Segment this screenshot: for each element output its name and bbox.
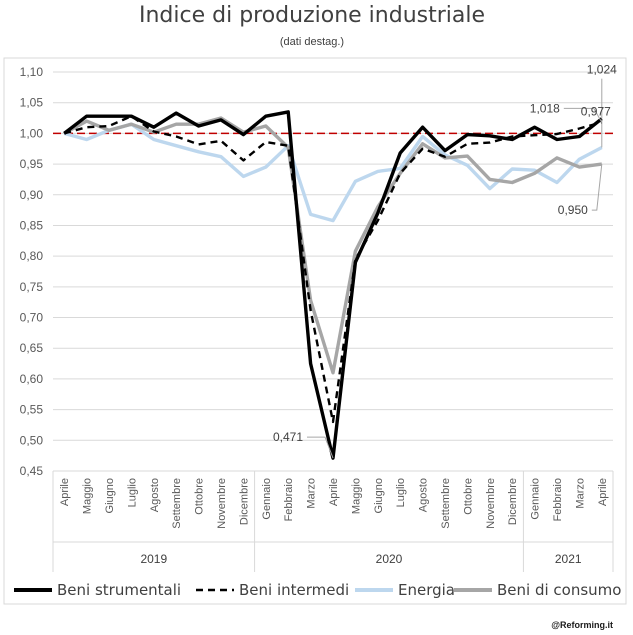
- x-tick-label: Febbraio: [552, 478, 564, 521]
- x-tick-label: Agosto: [418, 478, 430, 512]
- x-tick-label: Aprile: [328, 478, 340, 506]
- annotation-leader: [591, 164, 603, 211]
- data-label: 0,471: [273, 430, 303, 444]
- y-tick-label: 0,95: [20, 157, 44, 171]
- x-tick-label: Novembre: [485, 478, 497, 529]
- y-tick-label: 0,75: [20, 280, 44, 294]
- x-tick-label: Novembre: [216, 478, 228, 529]
- chart-border: [3, 57, 627, 605]
- y-tick-label: 0,70: [20, 311, 44, 325]
- data-label: 1,018: [530, 101, 560, 115]
- y-tick-label: 0,50: [20, 433, 44, 447]
- credit-label: @Reforming.it: [551, 620, 613, 630]
- y-axis: 0,45 0,50 0,55 0,60 0,65 0,70 0,75 0,80 0,85 0,90…: [20, 65, 44, 478]
- x-tick-label: Aprile: [59, 478, 71, 506]
- x-tick-label: Luglio: [126, 478, 138, 507]
- data-label: 0,950: [558, 203, 588, 217]
- y-tick-label: 0,80: [20, 249, 44, 263]
- x-tick-label: Luglio: [395, 478, 407, 507]
- x-tick-label: Dicembre: [507, 478, 519, 525]
- data-label: 1,024: [587, 63, 617, 77]
- legend-label: Energia: [398, 581, 455, 599]
- x-tick-label: Agosto: [149, 478, 161, 512]
- x-axis: Aprile Maggio Giugno Luglio Agosto Settembre O…: [52, 470, 614, 572]
- legend-label: Beni intermedi: [239, 581, 349, 599]
- x-tick-label: Settembre: [171, 478, 183, 529]
- y-tick-label: 0,85: [20, 218, 44, 232]
- chart-subtitle: (dati destag.): [280, 36, 344, 48]
- year-label: 2019: [140, 552, 167, 566]
- y-tick-label: 0,45: [20, 464, 44, 478]
- x-tick-label: Giugno: [373, 478, 385, 513]
- y-tick-label: 0,55: [20, 403, 44, 417]
- legend-label: Beni strumentali: [57, 581, 181, 599]
- x-tick-label: Febbraio: [283, 478, 295, 521]
- year-label: 2021: [555, 552, 582, 566]
- y-tick-label: 1,00: [20, 126, 44, 140]
- y-tick-label: 1,05: [20, 96, 44, 110]
- x-tick-label: Gennaio: [530, 478, 542, 520]
- annotation-leader: [307, 436, 334, 459]
- year-label: 2020: [376, 552, 403, 566]
- x-tick-label: Maggio: [82, 478, 94, 514]
- data-label: 0,977: [581, 105, 611, 119]
- x-tick-label: Ottobre: [462, 478, 474, 515]
- annotation-leader: [563, 107, 603, 123]
- y-tick-label: 0,60: [20, 372, 44, 386]
- chart-title: Indice di produzione industriale: [139, 3, 485, 28]
- x-tick-label: Aprile: [597, 478, 609, 506]
- x-tick-label: Giugno: [104, 478, 116, 513]
- x-tick-label: Settembre: [440, 478, 452, 529]
- legend: Beni strumentali Beni intermedi Energia Ben…: [14, 581, 621, 599]
- y-tick-label: 1,10: [20, 65, 44, 79]
- y-tick-label: 0,65: [20, 341, 44, 355]
- annotations: 1,024 1,018 0,977 0,950 0,471: [273, 63, 617, 459]
- x-tick-label: Gennaio: [261, 478, 273, 520]
- x-tick-label: Maggio: [350, 478, 362, 514]
- x-tick-label: Dicembre: [238, 478, 250, 525]
- y-tick-label: 0,90: [20, 188, 44, 202]
- x-tick-label: Marzo: [306, 478, 318, 509]
- series-line-beni-intermedi: [63, 114, 603, 424]
- series-line-energia: [63, 122, 603, 223]
- x-tick-label: Ottobre: [194, 478, 206, 515]
- series-line-beni-di-consumo: [63, 116, 603, 375]
- x-tick-label: Marzo: [574, 478, 586, 509]
- legend-label: Beni di consumo: [497, 581, 621, 599]
